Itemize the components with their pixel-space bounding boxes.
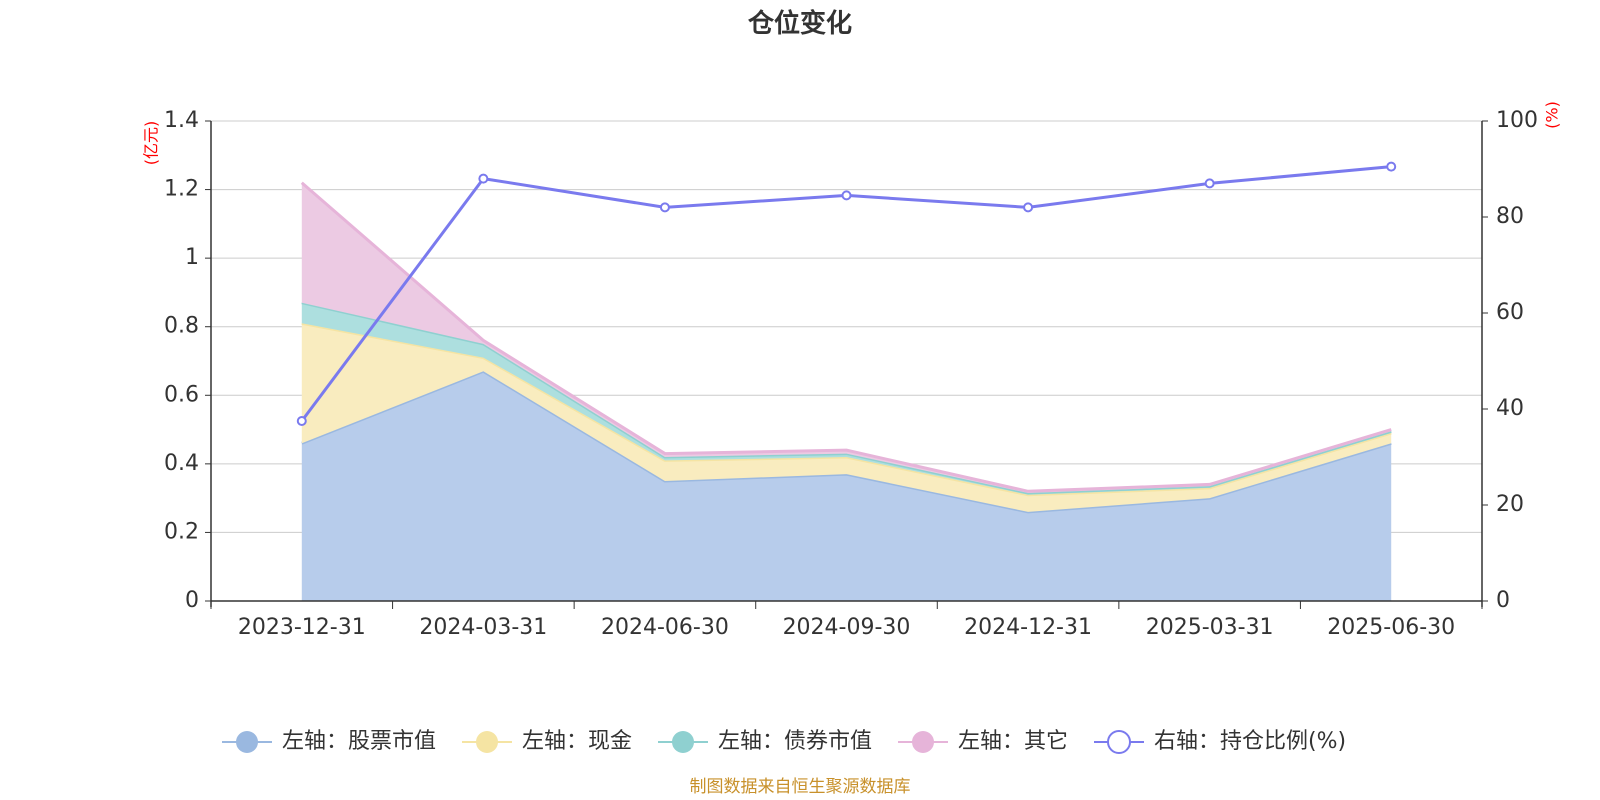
- chart-title: 仓位变化: [747, 8, 852, 39]
- left-tick-label: 0.8: [164, 314, 199, 339]
- ratio-point: [478, 173, 489, 184]
- ratio-point: [1386, 161, 1397, 172]
- right-axis-unit: (%): [1543, 101, 1562, 129]
- left-tick-label: 0.4: [164, 451, 199, 476]
- left-tick-label: 1: [185, 245, 199, 270]
- left-axis-unit: (亿元): [142, 121, 161, 166]
- left-tick-label: 0.6: [164, 382, 199, 407]
- legend[interactable]: 左轴：股票市值 左轴：现金 左轴：债券市值 左轴：其它 右轴：持仓比例(%): [222, 729, 1346, 754]
- x-tick-label: 2024-03-31: [419, 615, 547, 640]
- x-tick-label: 2025-03-31: [1146, 615, 1274, 640]
- legend-item-2[interactable]: 左轴：现金: [462, 729, 632, 754]
- legend-label: 左轴：股票市值: [282, 729, 436, 754]
- right-tick-label: 40: [1496, 396, 1524, 421]
- left-tick-label: 1.2: [164, 177, 199, 202]
- left-tick-label: 0.2: [164, 519, 199, 544]
- legend-item-3[interactable]: 左轴：债券市值: [658, 729, 872, 754]
- x-tick-label: 2024-09-30: [783, 615, 911, 640]
- x-tick-label: 2024-06-30: [601, 615, 729, 640]
- legend-marker: [912, 731, 934, 753]
- ratio-point: [659, 202, 670, 213]
- legend-marker: [672, 731, 694, 753]
- legend-item-5[interactable]: 右轴：持仓比例(%): [1094, 729, 1346, 754]
- x-tick-label: 2024-12-31: [964, 615, 1092, 640]
- legend-item-1[interactable]: 左轴：股票市值: [222, 729, 436, 754]
- right-tick-label: 20: [1496, 492, 1524, 517]
- x-tick-label: 2023-12-31: [238, 615, 366, 640]
- x-tick-label: 2025-06-30: [1327, 615, 1455, 640]
- area-fill-3: [301, 302, 1392, 495]
- right-tick-label: 60: [1496, 300, 1524, 325]
- legend-label: 左轴：债券市值: [718, 729, 872, 754]
- source-note: 制图数据来自恒生聚源数据库: [690, 777, 911, 797]
- area-edge-4: [300, 181, 1392, 493]
- legend-label: 右轴：持仓比例(%): [1154, 729, 1346, 754]
- area-fill-1: [301, 371, 1392, 601]
- legend-marker: [236, 731, 258, 753]
- ratio-point: [841, 190, 852, 201]
- ratio-point: [1023, 202, 1034, 213]
- ratio-point: [1204, 178, 1215, 189]
- position-ratio-line: [296, 161, 1397, 426]
- left-tick-label: 1.4: [164, 108, 199, 133]
- area-series: [300, 181, 1392, 601]
- left-tick-label: 0: [185, 588, 199, 613]
- right-tick-label: 80: [1496, 204, 1524, 229]
- legend-marker: [1107, 730, 1131, 754]
- legend-item-4[interactable]: 左轴：其它: [898, 729, 1068, 754]
- right-tick-label: 0: [1496, 588, 1510, 613]
- legend-marker: [476, 731, 498, 753]
- right-tick-label: 100: [1496, 108, 1538, 133]
- legend-label: 左轴：现金: [522, 729, 632, 754]
- legend-label: 左轴：其它: [958, 729, 1068, 754]
- ratio-point: [296, 416, 307, 426]
- axes: 0 0.2 0.4 0.6 0.8 1 1.2 1.4 0 20 40 60 80 100 2023-12-…: [164, 108, 1538, 640]
